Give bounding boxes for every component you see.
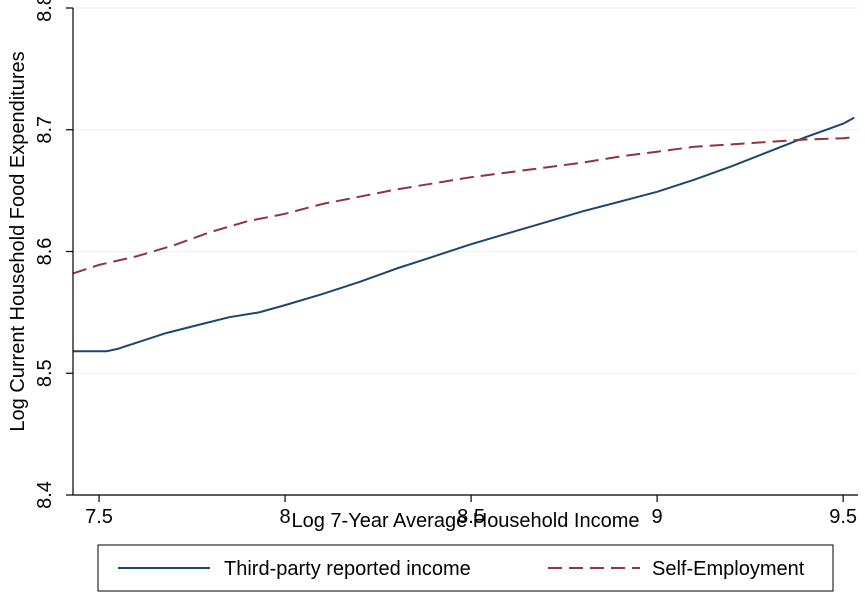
legend-label-self-employment: Self-Employment — [652, 558, 805, 580]
y-axis-ticks: 8.4 8.5 8.6 8.7 8.8 — [34, 0, 73, 509]
x-tick-label: 9.5 — [829, 506, 857, 528]
x-axis-title: Log 7-Year Average Household Income — [291, 510, 639, 532]
x-tick-label: 8.5 — [457, 506, 485, 528]
y-tick-label: 8.6 — [34, 238, 56, 266]
gridlines — [73, 7, 858, 496]
x-tick-label: 8 — [279, 506, 290, 528]
y-tick-label: 8.4 — [34, 481, 56, 509]
series-line-self-employment — [72, 136, 855, 275]
legend-box — [97, 544, 834, 592]
legend: Third-party reported income Self-Employm… — [97, 544, 834, 592]
x-tick-label: 7.5 — [85, 506, 113, 528]
y-axis-title: Log Current Household Food Expenditures — [7, 51, 29, 431]
y-tick-label: 8.8 — [34, 0, 56, 22]
x-axis-ticks: 7.5 8 8.5 9 9.5 — [85, 495, 857, 528]
x-tick-label: 9 — [652, 506, 663, 528]
legend-label-third-party: Third-party reported income — [224, 558, 471, 580]
series-lines — [72, 116, 855, 353]
series-line-third-party — [73, 116, 855, 353]
y-tick-label: 8.5 — [34, 359, 56, 387]
y-tick-label: 8.7 — [34, 116, 56, 144]
